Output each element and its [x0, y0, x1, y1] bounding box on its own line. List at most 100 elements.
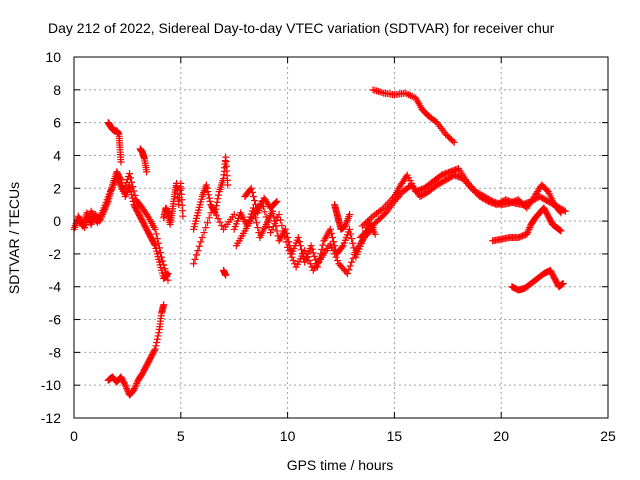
- data-point: [275, 211, 283, 219]
- data-point: [159, 257, 167, 265]
- data-point: [273, 197, 281, 205]
- x-tick-label: 5: [177, 428, 185, 444]
- data-point: [162, 269, 170, 277]
- data-point: [200, 229, 208, 237]
- data-point: [123, 176, 131, 184]
- x-axis-label: GPS time / hours: [287, 457, 394, 473]
- series-s16: [358, 165, 565, 230]
- data-point: [296, 242, 304, 250]
- data-point: [524, 227, 532, 235]
- data-point: [205, 214, 213, 222]
- data-point: [270, 212, 278, 220]
- data-point: [253, 219, 261, 227]
- data-point: [285, 247, 293, 255]
- data-point: [205, 191, 213, 199]
- data-point: [304, 253, 312, 261]
- data-point: [349, 254, 357, 262]
- y-tick-label: 2: [53, 180, 61, 196]
- data-point: [348, 258, 356, 266]
- data-point: [211, 208, 219, 216]
- data-point: [195, 242, 203, 250]
- data-point: [160, 261, 168, 269]
- data-point: [122, 383, 130, 391]
- plot-frame: [73, 56, 609, 419]
- data-point: [269, 223, 277, 231]
- data-point: [248, 188, 256, 196]
- data-point: [161, 265, 169, 273]
- series-s9: [220, 266, 230, 279]
- data-point: [214, 195, 222, 203]
- data-point: [358, 222, 366, 230]
- data-point: [117, 158, 125, 166]
- data-point: [289, 256, 297, 264]
- data-point: [204, 219, 211, 227]
- data-point: [130, 187, 138, 195]
- data-point: [254, 224, 262, 232]
- y-tick-label: -10: [41, 377, 61, 393]
- data-point: [261, 208, 269, 216]
- data-point: [556, 208, 564, 216]
- y-tick-label: -12: [41, 410, 61, 426]
- chart-title: Day 212 of 2022, Sidereal Day-to-day VTE…: [48, 20, 555, 36]
- data-point: [276, 216, 284, 224]
- data-point: [262, 213, 270, 221]
- data-point: [133, 380, 141, 388]
- data-point: [215, 191, 223, 199]
- data-point: [308, 245, 316, 253]
- data-point: [157, 249, 165, 257]
- data-point: [131, 384, 139, 392]
- series-s12: [241, 184, 281, 217]
- data-point: [306, 260, 314, 268]
- grid-layer: [74, 57, 608, 418]
- data-point: [264, 218, 272, 226]
- data-point: [209, 204, 217, 212]
- data-point: [213, 198, 221, 206]
- data-point: [190, 260, 198, 268]
- series-s17: [489, 204, 565, 245]
- x-tick-label: 20: [493, 428, 509, 444]
- data-point: [153, 335, 161, 343]
- x-tick-label: 25: [600, 428, 616, 444]
- data-point: [319, 241, 327, 249]
- data-point: [307, 242, 315, 250]
- data-point: [267, 229, 275, 237]
- data-point: [131, 383, 139, 391]
- data-point: [160, 301, 168, 309]
- data-point: [150, 240, 158, 248]
- y-axis-label: SDTVAR / TECUs: [6, 182, 22, 294]
- data-point: [271, 220, 279, 228]
- data-point: [557, 209, 565, 217]
- data-point: [345, 266, 353, 274]
- data-point: [328, 234, 336, 241]
- series-s11: [232, 197, 377, 278]
- data-point: [202, 224, 210, 232]
- data-point: [302, 250, 310, 258]
- data-point: [310, 252, 318, 260]
- data-point: [351, 250, 359, 258]
- data-point: [216, 218, 224, 226]
- data-point: [282, 238, 290, 246]
- data-point: [326, 240, 334, 248]
- data-point: [126, 170, 134, 178]
- data-point: [279, 227, 287, 235]
- data-point: [450, 138, 458, 146]
- data-point: [365, 215, 373, 223]
- data-point: [152, 342, 160, 350]
- data-point: [305, 256, 313, 264]
- series-s3: [104, 119, 125, 166]
- data-point: [309, 249, 317, 257]
- data-point: [526, 224, 534, 232]
- y-tick-label: -4: [49, 279, 62, 295]
- data-point: [132, 381, 140, 389]
- data-point: [268, 226, 276, 234]
- data-point: [121, 380, 129, 388]
- y-tick-label: 8: [53, 82, 61, 98]
- data-point: [349, 239, 357, 247]
- data-point: [278, 221, 286, 229]
- x-tick-label: 15: [387, 428, 403, 444]
- data-point: [198, 234, 206, 241]
- data-point: [273, 227, 281, 235]
- data-point: [152, 230, 160, 238]
- data-point: [127, 174, 135, 182]
- data-point: [338, 243, 346, 251]
